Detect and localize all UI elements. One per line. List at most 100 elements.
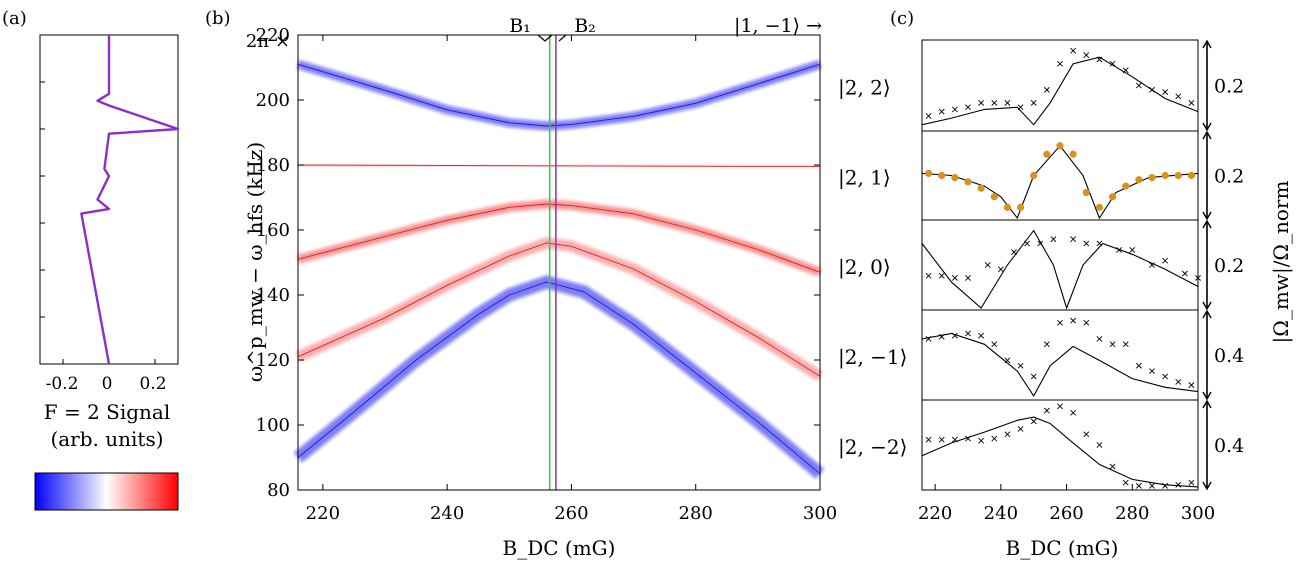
panel-c-point-3-5 xyxy=(991,341,998,348)
panel-c-point-3-7 xyxy=(1017,362,1024,369)
panel-c-point-1-5 xyxy=(990,193,998,201)
panel-b-ytick-6: 200 xyxy=(256,90,290,111)
panel-c-point-4-1 xyxy=(938,436,945,443)
panel-c-point-4-7 xyxy=(1017,425,1024,432)
state-label-3: |2, −1⟩ xyxy=(838,345,907,370)
panel-c-point-2-17 xyxy=(1181,270,1188,277)
panel-b-ytick-0: 80 xyxy=(267,480,290,501)
panel-c-point-3-15 xyxy=(1122,341,1129,348)
panel-a-xtick-2: 0.2 xyxy=(139,374,166,394)
scale-bar-arrow-up-3 xyxy=(1202,309,1212,319)
panel-b-y-prefix: 2π × xyxy=(246,31,290,52)
panel-c-point-0-17 xyxy=(1149,86,1155,93)
scale-bar-arrow-down-3 xyxy=(1202,391,1212,401)
panel-c-point-4-9 xyxy=(1043,407,1050,414)
panel-c-xtick-3: 280 xyxy=(1115,503,1149,524)
panel-c-point-2-4 xyxy=(984,262,991,268)
panel-c-point-3-2 xyxy=(951,332,958,339)
panel-c-point-3-4 xyxy=(978,332,985,339)
panel-c-theory-1 xyxy=(921,144,1199,220)
panel-c-xtick-0: 220 xyxy=(918,503,952,524)
panel-c-point-1-16 xyxy=(1135,176,1143,184)
panel-c-point-4-6 xyxy=(1004,431,1011,438)
panel-c-point-4-19 xyxy=(1175,481,1182,488)
panel-b-ytick-5: 180 xyxy=(256,155,290,176)
b1-label: B₁ xyxy=(509,15,531,37)
b1-arrow xyxy=(537,34,553,42)
panel-c-point-2-8 xyxy=(1037,240,1044,247)
panel-c-point-1-19 xyxy=(1174,171,1182,180)
panel-c-point-2-2 xyxy=(951,274,958,281)
panel-c-point-0-5 xyxy=(991,99,998,106)
panel-c-point-0-15 xyxy=(1122,67,1129,74)
panel-b-label: (b) xyxy=(205,8,231,29)
heatmap-line-1 xyxy=(297,164,821,168)
panel-c-point-2-7 xyxy=(1024,240,1031,247)
panel-c-point-3-0 xyxy=(925,335,932,342)
panel-c-point-4-4 xyxy=(978,437,985,444)
panel-c-theory-4 xyxy=(921,416,1199,488)
panel-c-point-4-2 xyxy=(951,436,958,443)
panel-a-signal-line xyxy=(80,35,180,365)
panel-c-point-2-15 xyxy=(1149,262,1155,268)
state-label-0: |2, 2⟩ xyxy=(838,76,891,101)
panel-a-label: (a) xyxy=(2,8,27,29)
panel-c-point-3-8 xyxy=(1030,373,1037,380)
panel-c-point-1-2 xyxy=(951,174,959,182)
scale-bar-arrow-down-2 xyxy=(1202,301,1212,311)
heatmap-line-4 xyxy=(297,281,821,475)
panel-c-point-4-15 xyxy=(1122,479,1129,486)
panel-b-frame xyxy=(297,34,821,491)
heatmap-line-3 xyxy=(297,242,821,377)
state-label-top: |1, −1⟩ → xyxy=(734,15,822,37)
scale-bar-arrow-down-1 xyxy=(1202,211,1212,221)
panel-a-xlabel-2: (arb. units) xyxy=(50,427,163,451)
panel-c-point-0-8 xyxy=(1030,99,1037,106)
panel-c-point-2-9 xyxy=(1050,236,1057,243)
panel-c-point-4-20 xyxy=(1188,479,1195,486)
scale-bar-arrow-down-0 xyxy=(1202,122,1212,132)
panel-c-point-3-17 xyxy=(1149,368,1155,375)
panel-a-xtick-0: -0.2 xyxy=(46,374,79,394)
panel-c-theory-3 xyxy=(921,332,1199,397)
panel-c-point-1-1 xyxy=(938,171,946,180)
panel-c-point-0-7 xyxy=(1017,104,1024,111)
scale-bar-arrow-down-4 xyxy=(1202,481,1212,491)
panel-c-point-0-12 xyxy=(1083,52,1090,58)
panel-c-point-3-12 xyxy=(1083,319,1090,326)
scale-label-1: 0.2 xyxy=(1214,166,1244,188)
panel-a-ticks xyxy=(40,81,156,364)
panel-c-point-4-13 xyxy=(1096,442,1103,448)
panel-c-point-1-9 xyxy=(1043,150,1051,158)
panel-c-row-4: 0.4 xyxy=(921,399,1244,491)
panel-c-point-1-13 xyxy=(1095,203,1104,211)
panel-c-xtick-2: 260 xyxy=(1049,503,1083,524)
panel-c-row-frame-4 xyxy=(921,399,1199,491)
panel-c-point-1-17 xyxy=(1148,174,1156,182)
panel-c-point-2-13 xyxy=(1116,247,1123,253)
panel-c-theory-2 xyxy=(921,229,1199,310)
panel-c-point-1-18 xyxy=(1161,171,1169,180)
panel-c-point-2-0 xyxy=(925,272,932,279)
panel-c-point-4-16 xyxy=(1135,482,1142,489)
panel-c-point-0-20 xyxy=(1188,99,1195,106)
panel-c-point-0-13 xyxy=(1096,56,1103,63)
panel-b-ytick-7: 220 xyxy=(256,25,290,46)
panel-c-point-3-3 xyxy=(965,330,971,337)
panel-c-xtick-4: 300 xyxy=(1181,503,1215,524)
panel-c-point-4-10 xyxy=(1057,403,1063,410)
panel-c-point-1-15 xyxy=(1122,182,1130,190)
panel-b-ytick-1: 100 xyxy=(256,415,290,436)
panel-b-ylabel: ω^p_mw − ω_hfs (kHz) xyxy=(243,142,267,382)
panel-c-point-2-18 xyxy=(1195,274,1201,281)
heatmap-band-4 xyxy=(293,275,825,479)
panel-c-point-1-11 xyxy=(1069,150,1077,158)
heatmap-band-0 xyxy=(296,59,822,131)
panel-c-point-1-20 xyxy=(1187,171,1196,180)
panel-c-point-1-3 xyxy=(964,178,972,186)
state-label-1: |2, 1⟩ xyxy=(838,166,891,191)
heatmap-line-2 xyxy=(297,203,821,273)
panel-b-xtick-2: 260 xyxy=(554,503,588,524)
panel-c-point-3-18 xyxy=(1162,373,1169,380)
